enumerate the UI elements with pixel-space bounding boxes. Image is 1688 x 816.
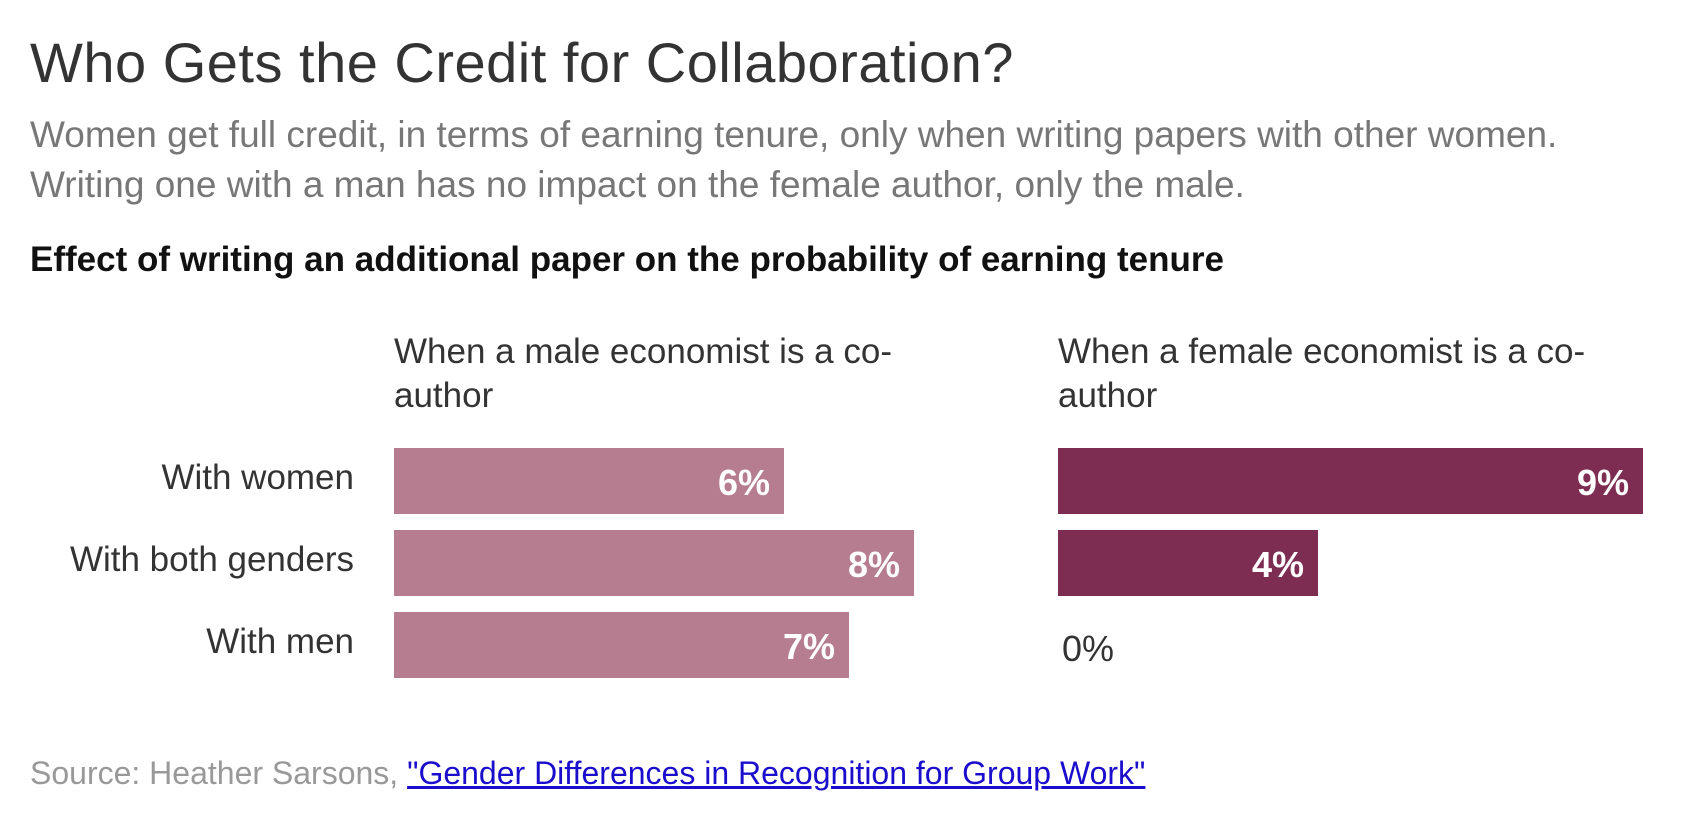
chart-heading: Effect of writing an additional paper on… bbox=[30, 240, 1224, 279]
panel-title-female-coauthor: When a female economist is a co-author bbox=[1058, 332, 1586, 415]
bar-male-with-women bbox=[394, 448, 784, 514]
row-label-with-both-genders: With both genders bbox=[69, 540, 354, 579]
bar-male-with-both-genders bbox=[394, 530, 914, 596]
chart-title: Who Gets the Credit for Collaboration? bbox=[30, 31, 1014, 94]
row-label-with-men: With men bbox=[206, 622, 354, 661]
row-label-with-women: With women bbox=[161, 458, 354, 497]
bar-female-with-both-genders bbox=[1058, 530, 1318, 596]
bar-value-label-male-with-both-genders: 8% bbox=[847, 544, 900, 585]
chart-subtitle: Women get full credit, in terms of earni… bbox=[30, 114, 1558, 205]
bar-value-label-female-with-men: 0% bbox=[1062, 628, 1115, 669]
source-link[interactable]: "Gender Differences in Recognition for G… bbox=[407, 755, 1146, 791]
source-line: Source: Heather Sarsons, "Gender Differe… bbox=[30, 755, 1145, 792]
bar-male-with-men bbox=[394, 612, 849, 678]
bar-value-label-female-with-women: 9% bbox=[1576, 462, 1629, 503]
bar-value-label-female-with-both-genders: 4% bbox=[1251, 544, 1304, 585]
bar-value-label-male-with-men: 7% bbox=[782, 626, 835, 667]
bar-female-with-women bbox=[1058, 448, 1643, 514]
bar-value-label-male-with-women: 6% bbox=[717, 462, 770, 503]
source-prefix: Source: Heather Sarsons, bbox=[30, 755, 408, 791]
panel-title-male-coauthor: When a male economist is a co-author bbox=[394, 332, 892, 415]
